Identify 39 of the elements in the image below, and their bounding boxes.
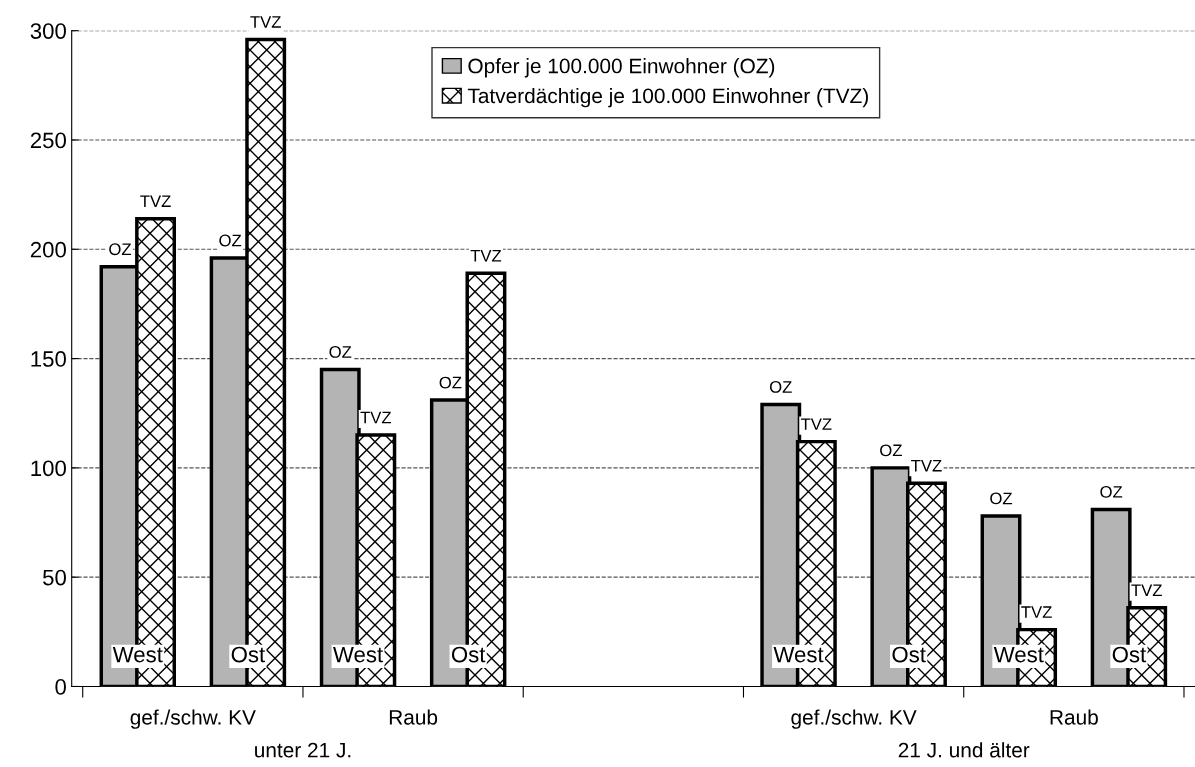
data-label: TVZ — [360, 411, 392, 424]
y-tick-label: 100 — [31, 460, 66, 477]
text: Raub — [389, 709, 438, 725]
data-label: TVZ — [1131, 584, 1162, 596]
data-label: TVZ — [911, 459, 942, 472]
data-label: OZ — [769, 381, 792, 393]
y-tick-label: 150 — [31, 351, 66, 367]
data-label: OZ — [1100, 485, 1123, 498]
data-label: TVZ — [1021, 606, 1052, 618]
x-tick-label: Ost — [231, 646, 266, 663]
data-label: OZ — [880, 444, 902, 457]
data-label: TVZ — [800, 418, 832, 430]
x-tick-label: West — [112, 646, 163, 663]
x-tick-label: West — [993, 646, 1044, 663]
text: unter 21 J. — [255, 742, 351, 758]
y-tick-label: 300 — [30, 23, 66, 39]
legend-label: Tatverdächtige je 100.000 Einwohner (TVZ) — [467, 87, 868, 108]
x-tick-label: Ost — [1112, 646, 1147, 663]
x-tick-label: Ost — [892, 646, 926, 663]
data-label: OZ — [329, 346, 352, 358]
x-tick-label: Ost — [451, 646, 486, 663]
x-tick-label: West — [773, 646, 824, 663]
text: gef./schw. KV — [130, 709, 256, 729]
x-tick-label: West — [333, 646, 383, 663]
text: Raub — [1050, 709, 1098, 725]
y-tick-label: 200 — [30, 241, 66, 258]
data-label: TVZ — [470, 250, 502, 262]
data-label: TVZ — [140, 195, 171, 207]
text: 21 J. und älter — [898, 742, 1030, 758]
text: gef./schw. KV — [791, 709, 917, 729]
data-label: OZ — [990, 492, 1013, 505]
legend-label: Opfer je 100.000 Einwohner (OZ) — [468, 58, 775, 78]
y-tick-label: 50 — [43, 569, 66, 586]
data-label: OZ — [109, 243, 132, 256]
y-tick-label: 250 — [30, 132, 66, 149]
data-label: OZ — [219, 234, 242, 247]
data-label: TVZ — [250, 16, 281, 28]
data-label: OZ — [439, 376, 462, 389]
y-tick-label: 0 — [55, 679, 66, 695]
